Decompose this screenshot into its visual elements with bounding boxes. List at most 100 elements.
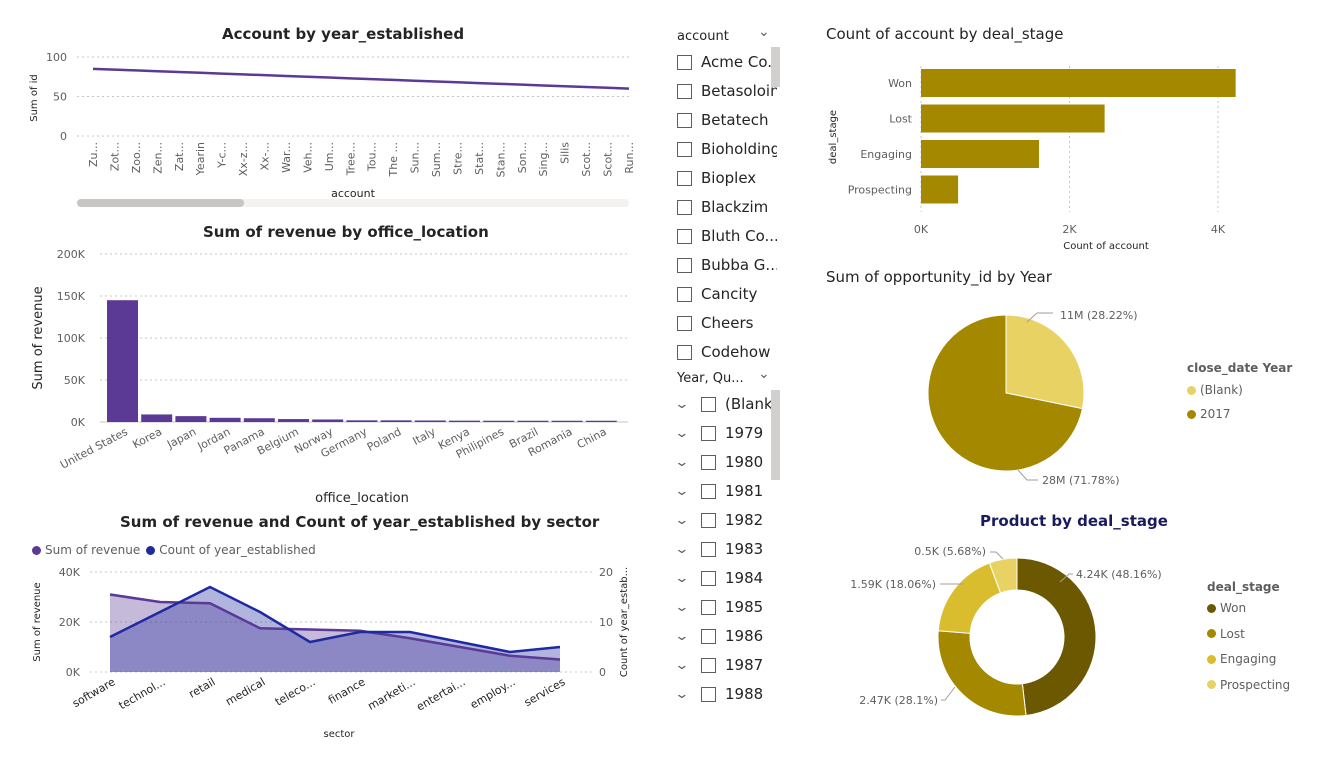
expand-chevron-icon[interactable]: ⌄: [677, 397, 694, 412]
bar: [175, 416, 207, 422]
x-tick-label: The ...: [387, 142, 400, 177]
chevron-down-icon[interactable]: ⌄: [758, 24, 770, 40]
legend-item[interactable]: Won: [1207, 601, 1246, 615]
expand-chevron-icon[interactable]: ⌄: [677, 571, 694, 586]
pie-slice: [927, 314, 1084, 472]
checkbox[interactable]: [677, 170, 692, 186]
scrollbar-thumb[interactable]: [771, 47, 780, 87]
slicer-item[interactable]: Bioplex: [677, 165, 777, 191]
horizontal-scrollbar[interactable]: [77, 199, 629, 207]
slicer-item[interactable]: ⌄ 1984: [677, 565, 773, 591]
expand-chevron-icon[interactable]: ⌄: [677, 426, 694, 441]
slicer-item-label: Cheers: [701, 314, 754, 332]
slicer-item[interactable]: ⌄ 1981: [677, 478, 773, 504]
y-tick-label: 50K: [64, 374, 86, 387]
slicer-item[interactable]: Cancity: [677, 281, 777, 307]
legend-item[interactable]: Engaging: [1207, 652, 1276, 666]
slicer-item[interactable]: ⌄ 1979: [677, 420, 773, 446]
deal-stage-bar-chart[interactable]: Count of account by deal_stage 0K 2K 4K Won…: [820, 20, 1300, 260]
data-label: 0.5K (5.68%): [914, 545, 986, 558]
legend-item[interactable]: Prospecting: [1207, 678, 1290, 692]
legend-item[interactable]: Count of year_established: [146, 543, 316, 557]
slicer-item[interactable]: Acme Co...: [677, 49, 777, 75]
checkbox[interactable]: [701, 512, 716, 528]
slicer-item-label: Bubba G...: [701, 256, 777, 274]
checkbox[interactable]: [701, 686, 716, 702]
checkbox[interactable]: [677, 83, 692, 99]
checkbox[interactable]: [677, 257, 692, 273]
slicer-scrollbar[interactable]: [771, 390, 780, 710]
checkbox[interactable]: [677, 228, 692, 244]
slicer-scrollbar[interactable]: [771, 47, 780, 362]
checkbox[interactable]: [701, 396, 716, 412]
checkbox[interactable]: [701, 599, 716, 615]
checkbox[interactable]: [701, 483, 716, 499]
expand-chevron-icon[interactable]: ⌄: [677, 600, 694, 615]
slicer-item[interactable]: Cheers: [677, 310, 777, 336]
slicer-item[interactable]: Codehow: [677, 339, 777, 365]
expand-chevron-icon[interactable]: ⌄: [677, 513, 694, 528]
bar: [551, 420, 583, 422]
account-year-line-chart[interactable]: Account by year_established 100 50 0 Sum of…: [20, 20, 640, 210]
expand-chevron-icon[interactable]: ⌄: [677, 455, 694, 470]
checkbox[interactable]: [701, 570, 716, 586]
year-slicer[interactable]: Year, Qu... ⌄ ⌄ (Blank) ⌄ 1979 ⌄ 1980 ⌄ 1981 ⌄ 19…: [670, 365, 790, 710]
slicer-item[interactable]: Betasoloin: [677, 78, 777, 104]
checkbox[interactable]: [677, 54, 692, 70]
slicer-item[interactable]: Bluth Co...: [677, 223, 777, 249]
slicer-item[interactable]: ⌄ 1980: [677, 449, 773, 475]
expand-chevron-icon[interactable]: ⌄: [677, 687, 694, 702]
checkbox[interactable]: [677, 112, 692, 128]
scrollbar-thumb[interactable]: [77, 199, 244, 207]
account-slicer[interactable]: account ⌄ Acme Co... Betasoloin Betatech Bi…: [670, 22, 790, 367]
donut-slice: [937, 562, 1002, 634]
expand-chevron-icon[interactable]: ⌄: [677, 658, 694, 673]
x-tick-label: Zu...: [87, 142, 100, 167]
checkbox[interactable]: [677, 141, 692, 157]
legend-item[interactable]: 2017: [1187, 407, 1231, 421]
checkbox[interactable]: [701, 628, 716, 644]
checkbox[interactable]: [677, 199, 692, 215]
slicer-item[interactable]: ⌄ 1982: [677, 507, 773, 533]
opportunity-year-pie-chart[interactable]: Sum of opportunity_id by Year 11M (28.22…: [820, 262, 1300, 502]
leader-line: [1059, 573, 1073, 583]
legend-item[interactable]: Sum of revenue: [32, 543, 140, 557]
slicer-item[interactable]: Bioholding: [677, 136, 777, 162]
legend-swatch: [1207, 629, 1216, 638]
slicer-item[interactable]: Betatech: [677, 107, 777, 133]
expand-chevron-icon[interactable]: ⌄: [677, 629, 694, 644]
legend-swatch: [1187, 385, 1196, 395]
checkbox[interactable]: [677, 315, 692, 331]
legend-item[interactable]: Lost: [1207, 627, 1245, 641]
expand-chevron-icon[interactable]: ⌄: [677, 542, 694, 557]
slicer-item[interactable]: ⌄ 1988: [677, 681, 773, 707]
legend-label: Count of year_established: [159, 543, 316, 557]
x-tick-label: Xx-z...: [237, 142, 250, 176]
slicer-item[interactable]: Bubba G...: [677, 252, 777, 278]
slicer-item[interactable]: ⌄ (Blank): [677, 391, 773, 417]
x-tick-label: Sing...: [537, 142, 550, 176]
checkbox[interactable]: [701, 454, 716, 470]
checkbox[interactable]: [701, 541, 716, 557]
checkbox[interactable]: [677, 286, 692, 302]
scrollbar-thumb[interactable]: [771, 390, 780, 480]
product-deal-stage-donut-chart[interactable]: Product by deal_stage 4.24K (48.16%) 2.47…: [820, 505, 1300, 760]
y-tick-label: 100K: [57, 332, 86, 345]
checkbox[interactable]: [701, 657, 716, 673]
legend-swatch: [146, 545, 156, 555]
checkbox[interactable]: [677, 344, 692, 360]
expand-chevron-icon[interactable]: ⌄: [677, 484, 694, 499]
legend-item[interactable]: (Blank): [1187, 383, 1243, 397]
x-tick-label: Scot...: [580, 142, 593, 177]
sector-combo-chart[interactable]: Sum of revenue and Count of year_establi…: [20, 508, 645, 758]
slicer-item[interactable]: ⌄ 1987: [677, 652, 773, 678]
revenue-by-location-chart[interactable]: Sum of revenue by office_location 200K 15…: [20, 218, 640, 510]
slicer-item[interactable]: ⌄ 1985: [677, 594, 773, 620]
slicer-item[interactable]: ⌄ 1986: [677, 623, 773, 649]
checkbox[interactable]: [701, 425, 716, 441]
chevron-down-icon[interactable]: ⌄: [758, 366, 770, 382]
donut-chart-svg: 4.24K (48.16%) 2.47K (28.1%) 1.59K (18.06%…: [850, 545, 1162, 717]
slicer-item[interactable]: Blackzim: [677, 194, 777, 220]
y-axis-title-left: Sum of revenue: [32, 582, 43, 661]
slicer-item[interactable]: ⌄ 1983: [677, 536, 773, 562]
